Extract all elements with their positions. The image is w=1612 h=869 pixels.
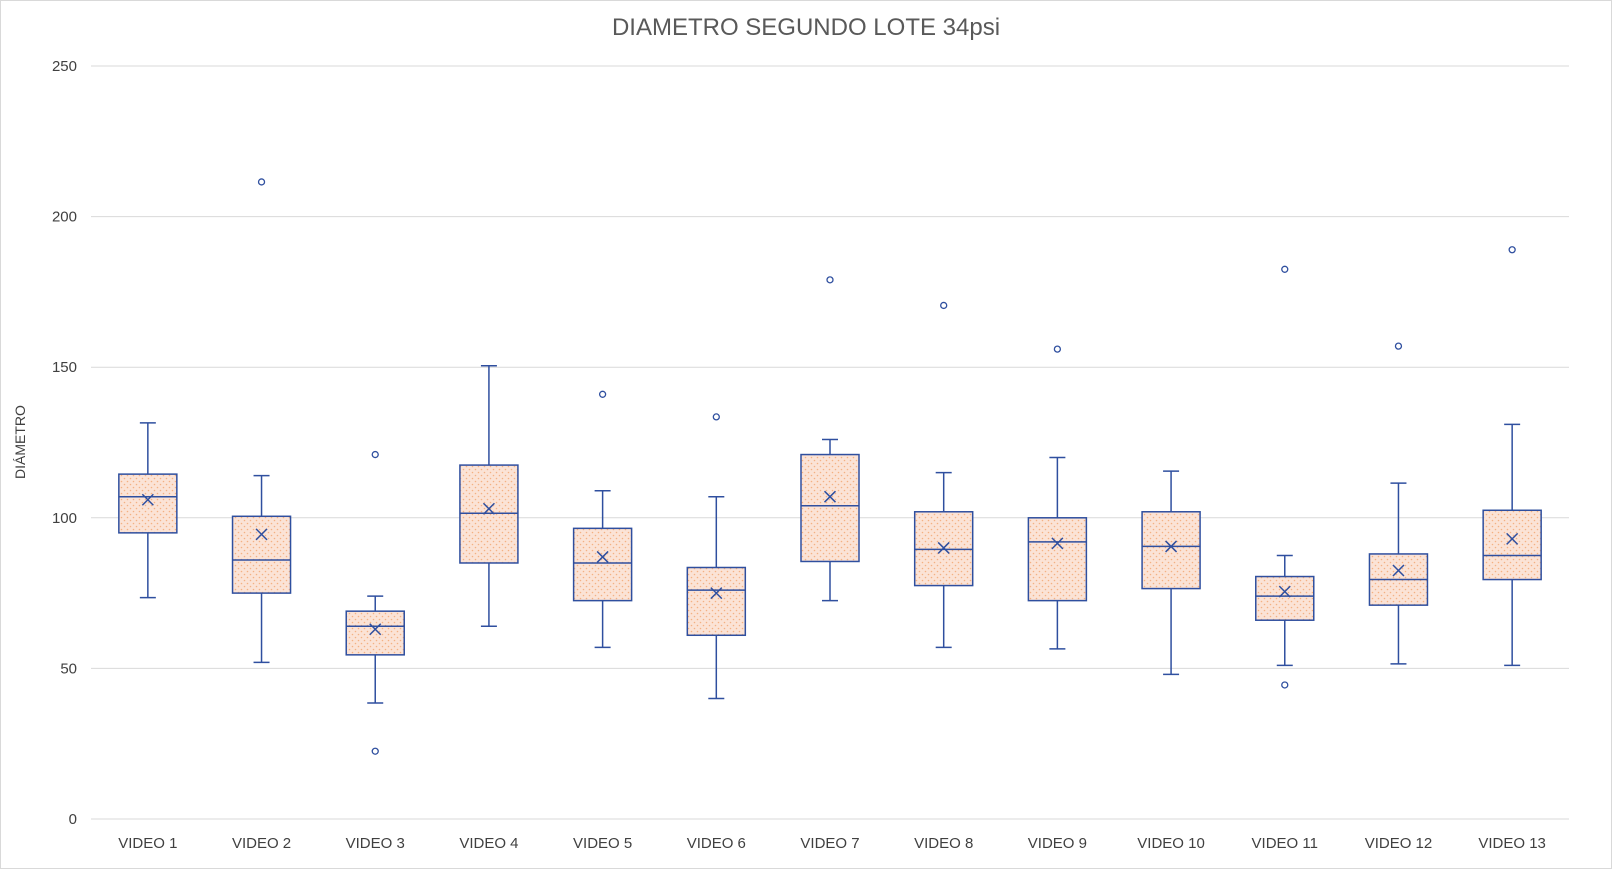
iqr-box <box>231 515 292 594</box>
mean-marker <box>482 502 495 515</box>
box-group <box>572 390 633 649</box>
x-tick-label: VIDEO 4 <box>459 835 518 852</box>
mean-marker <box>1051 537 1064 550</box>
outlier-point <box>371 747 379 755</box>
mean-marker <box>255 528 268 541</box>
outlier-point <box>1053 345 1062 353</box>
y-tick-label: 100 <box>52 510 77 527</box>
mean-marker <box>710 587 723 600</box>
box-group <box>1027 345 1088 650</box>
mean-marker <box>369 623 382 636</box>
x-tick-label: VIDEO 7 <box>800 835 859 852</box>
mean-marker <box>1506 532 1519 545</box>
mean-marker <box>1165 540 1178 553</box>
mean-marker <box>937 541 950 554</box>
box-group <box>913 301 974 649</box>
x-tick-label: VIDEO 10 <box>1137 835 1205 852</box>
box-group <box>1255 265 1315 689</box>
mean-marker <box>823 490 837 503</box>
box-group <box>800 276 860 602</box>
outlier-point <box>1281 265 1289 273</box>
outlier-point <box>598 390 607 398</box>
box-group <box>118 422 178 599</box>
iqr-box <box>1027 517 1088 602</box>
x-tick-label: VIDEO 3 <box>346 835 405 852</box>
y-tick-labels: 0 50 100 150 200 250 <box>52 58 77 828</box>
outlier-point <box>371 450 379 459</box>
x-tick-label: VIDEO 11 <box>1252 835 1318 852</box>
iqr-box <box>1141 511 1201 590</box>
box-group <box>1141 470 1201 676</box>
box-group <box>1482 246 1542 667</box>
y-tick-label: 0 <box>69 811 77 828</box>
boxes <box>118 178 1542 755</box>
iqr-box <box>1255 575 1315 621</box>
mean-marker <box>141 493 154 506</box>
chart-title: DIAMETRO SEGUNDO LOTE 34psi <box>611 14 1001 41</box>
iqr-box <box>118 473 178 534</box>
mean-marker <box>596 550 609 563</box>
box-group <box>1368 342 1429 665</box>
outlier-point <box>1508 246 1516 254</box>
x-tick-label: VIDEO 9 <box>1028 835 1087 852</box>
mean-marker <box>1278 585 1291 598</box>
outlier-point <box>1281 681 1289 689</box>
x-tick-label: VIDEO 6 <box>687 835 746 852</box>
box-group <box>345 450 405 755</box>
iqr-box <box>1482 509 1542 581</box>
outlier-point <box>826 276 834 284</box>
y-tick-label: 200 <box>52 209 77 226</box>
box-group <box>459 364 519 627</box>
box-group <box>231 178 292 664</box>
iqr-box <box>686 566 747 637</box>
iqr-box <box>572 527 633 602</box>
x-tick-label: VIDEO 12 <box>1365 835 1433 852</box>
x-tick-label: VIDEO 1 <box>118 835 177 852</box>
outlier-point <box>712 413 720 421</box>
y-tick-label: 50 <box>60 660 77 677</box>
iqr-box <box>345 610 405 656</box>
y-tick-label: 250 <box>52 58 77 75</box>
box-group <box>686 413 747 700</box>
iqr-box <box>800 453 860 563</box>
y-tick-label: 150 <box>52 359 77 376</box>
x-tick-label: VIDEO 8 <box>914 835 973 852</box>
x-tick-label: VIDEO 5 <box>573 835 632 852</box>
outlier-point <box>940 301 948 310</box>
x-tick-labels: VIDEO 1 VIDEO 2 VIDEO 3 VIDEO 4 VIDEO 5 VIDEO… <box>118 835 1546 852</box>
outlier-point <box>257 178 266 186</box>
x-tick-label: VIDEO 13 <box>1478 835 1546 852</box>
mean-marker <box>1392 564 1405 577</box>
iqr-box <box>459 464 519 564</box>
x-tick-label: VIDEO 2 <box>232 835 291 852</box>
outlier-point <box>1394 342 1403 350</box>
